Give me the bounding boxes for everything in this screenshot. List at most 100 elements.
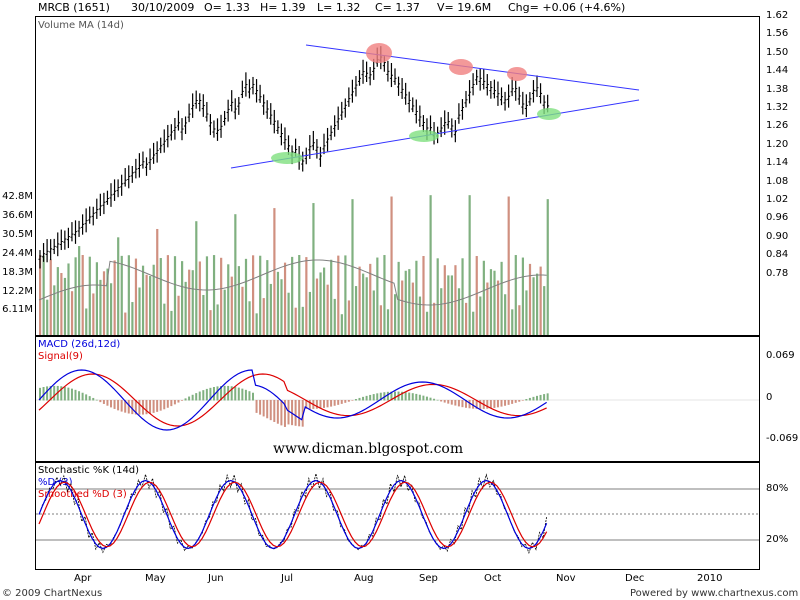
volume-bar (482, 260, 485, 335)
change-label: Chg= +0.06 (+4.6%) (508, 1, 626, 14)
volume-bar (181, 261, 184, 335)
volume-bar (287, 292, 290, 335)
volume-bar (528, 263, 532, 335)
macd-histogram-bar (216, 386, 219, 401)
macd-histogram-bar (532, 396, 535, 401)
macd-histogram-bar (234, 386, 237, 401)
macd-histogram-bar (110, 400, 112, 408)
volume-bar (127, 255, 130, 335)
volume-bar (291, 256, 294, 335)
macd-histogram-bar (276, 400, 279, 424)
volume-bar (465, 302, 468, 335)
macd-histogram-bar (145, 400, 148, 415)
volume-bar (85, 308, 88, 335)
macd-histogram-bar (443, 400, 446, 403)
macd-histogram-bar (386, 391, 389, 401)
peak-marker (366, 43, 392, 63)
volume-bar (340, 314, 343, 335)
volume-bar (88, 256, 91, 335)
macd-histogram-bar (269, 400, 272, 421)
macd-histogram-bar (525, 399, 528, 401)
macd-histogram-bar (42, 387, 45, 401)
macd-histogram-bar (404, 392, 407, 401)
macd-histogram-bar (209, 387, 212, 401)
high-label: H= 1.39 (260, 1, 306, 14)
volume-bar (479, 296, 482, 335)
macd-histogram-bar (457, 400, 460, 407)
volume-bar (117, 237, 120, 335)
date-label: 30/10/2009 (131, 1, 195, 14)
price-tick-label: 0.84 (766, 249, 789, 261)
price-tick-label: 1.14 (766, 157, 789, 169)
volume-bar (134, 258, 138, 335)
volume-bar (543, 286, 546, 335)
volume-bar (184, 281, 187, 335)
volume-bar (170, 310, 173, 335)
trough-marker (409, 130, 439, 142)
volume-tick-label: 30.5M (2, 228, 33, 240)
volume-bar (344, 255, 347, 335)
macd-histogram-bar (330, 400, 333, 407)
volume-bar (106, 268, 109, 335)
volume-bar (472, 311, 475, 335)
signal-line (38, 373, 547, 427)
macd-histogram-bar (124, 400, 127, 413)
macd-histogram-bar (436, 399, 439, 401)
macd-histogram-bar (340, 400, 343, 404)
volume-bar (450, 275, 453, 335)
macd-histogram-bar (440, 400, 443, 402)
macd-histogram-bar (163, 400, 166, 410)
macd-histogram-bar (390, 391, 393, 401)
macd-plot (36, 369, 759, 431)
volume-bar (376, 257, 379, 335)
macd-histogram-bar (372, 394, 375, 401)
macd-histogram-bar (117, 400, 120, 411)
volume-bar (95, 262, 98, 335)
macd-histogram-bar (539, 394, 542, 401)
price-tick-label: 1.32 (766, 102, 789, 113)
close-label: C= 1.37 (375, 1, 420, 14)
volume-bar (425, 311, 429, 335)
macd-histogram-bar (237, 387, 240, 401)
macd-histogram-bar (500, 400, 503, 407)
macd-histogram-bar (344, 400, 347, 403)
macd-histogram-bar (528, 397, 531, 401)
macd-histogram-bar (138, 400, 141, 415)
volume-bar (141, 265, 145, 335)
volume-bar (401, 280, 404, 335)
macd-histogram-bar (60, 386, 63, 401)
macd-histogram-bar (465, 400, 467, 408)
volume-bar (493, 270, 496, 335)
volume-bar (191, 270, 194, 335)
volume-bar (326, 284, 329, 335)
x-axis-label: 2010 (697, 573, 723, 584)
macd-histogram-bar (326, 400, 329, 408)
macd-histogram-bar (181, 400, 183, 401)
macd-histogram-bar (394, 391, 396, 401)
volume-bar (120, 255, 123, 335)
macd-histogram-bar (433, 398, 436, 401)
volume-bar (269, 283, 272, 335)
volume-bar (156, 228, 159, 335)
volume-bar (234, 214, 237, 335)
volume-bar (81, 255, 84, 335)
low-label: L= 1.32 (317, 1, 361, 14)
macd-histogram-bar (305, 400, 308, 409)
macd-histogram-bar (511, 400, 514, 404)
volume-bar (78, 246, 81, 335)
volume-bar (500, 261, 503, 335)
macd-tick-label: 0.069 (766, 350, 795, 361)
price-tick-label: 1.26 (766, 120, 789, 132)
volume-bar (223, 289, 226, 335)
macd-histogram-bar (255, 400, 258, 413)
volume-bar (362, 273, 365, 335)
volume-bar (386, 309, 390, 335)
macd-histogram-bar (177, 400, 180, 403)
volume-bar (546, 199, 549, 335)
macd-histogram-bar (244, 389, 247, 401)
volume-bar (273, 208, 276, 335)
price-tick-label: 1.44 (766, 65, 789, 77)
volume-bar (241, 286, 244, 335)
macd-histogram-bar (184, 398, 187, 401)
volume-bar (333, 298, 336, 335)
